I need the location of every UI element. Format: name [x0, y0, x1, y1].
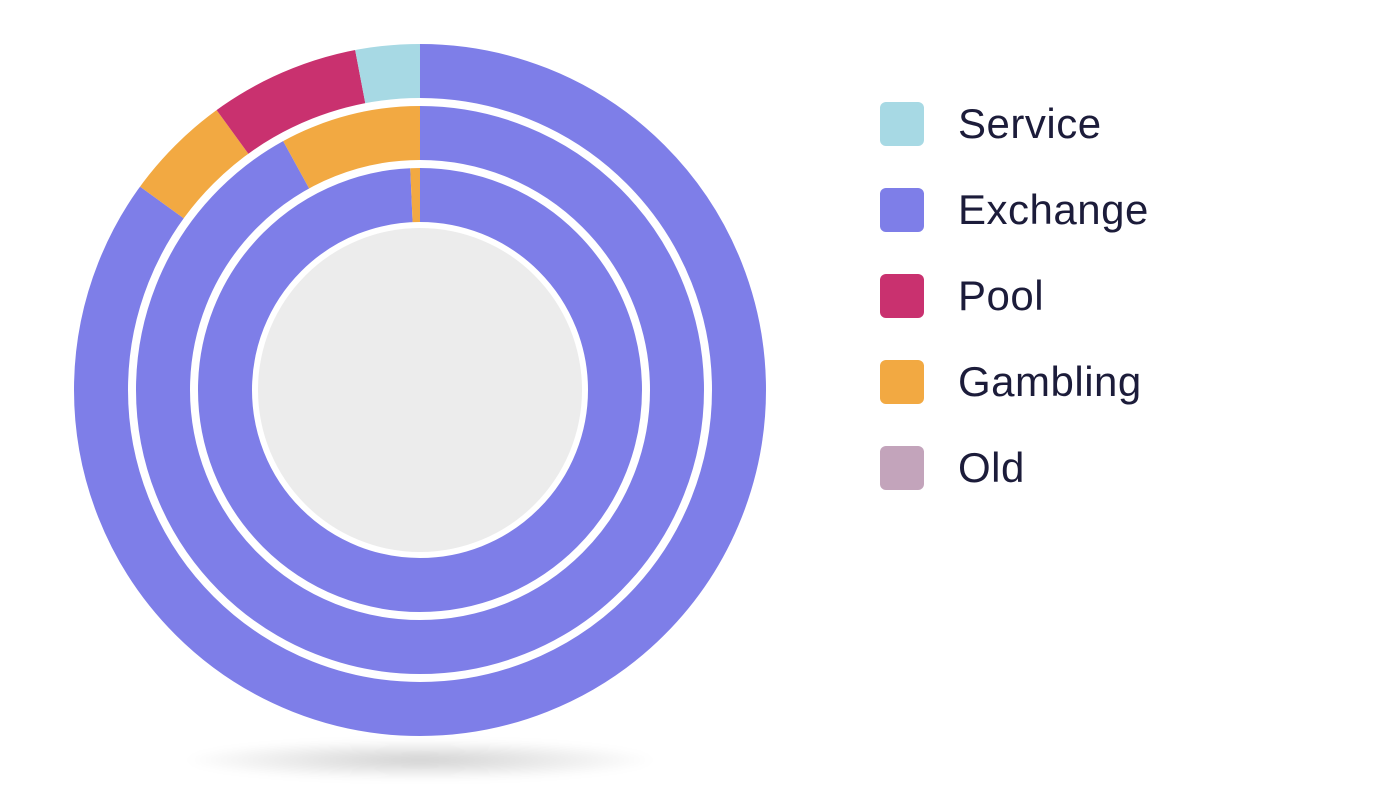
legend-label: Exchange: [958, 186, 1149, 234]
donut-inner-disc: [258, 228, 582, 552]
chart-container: Service Exchange Pool Gambling Old: [0, 0, 1392, 799]
donut-chart-wrap: [60, 30, 780, 750]
legend-swatch-pool: [880, 274, 924, 318]
legend-swatch-old: [880, 446, 924, 490]
chart-shadow: [180, 740, 660, 780]
legend-label: Service: [958, 100, 1102, 148]
legend: Service Exchange Pool Gambling Old: [880, 100, 1149, 530]
legend-item-old: Old: [880, 444, 1149, 492]
legend-label: Old: [958, 444, 1025, 492]
legend-item-gambling: Gambling: [880, 358, 1149, 406]
legend-swatch-service: [880, 102, 924, 146]
nested-donut-chart: [60, 30, 780, 750]
donut-segment-outer-service: [355, 42, 420, 105]
legend-label: Pool: [958, 272, 1044, 320]
legend-swatch-exchange: [880, 188, 924, 232]
legend-label: Gambling: [958, 358, 1142, 406]
legend-item-pool: Pool: [880, 272, 1149, 320]
legend-swatch-gambling: [880, 360, 924, 404]
legend-item-exchange: Exchange: [880, 186, 1149, 234]
legend-item-service: Service: [880, 100, 1149, 148]
